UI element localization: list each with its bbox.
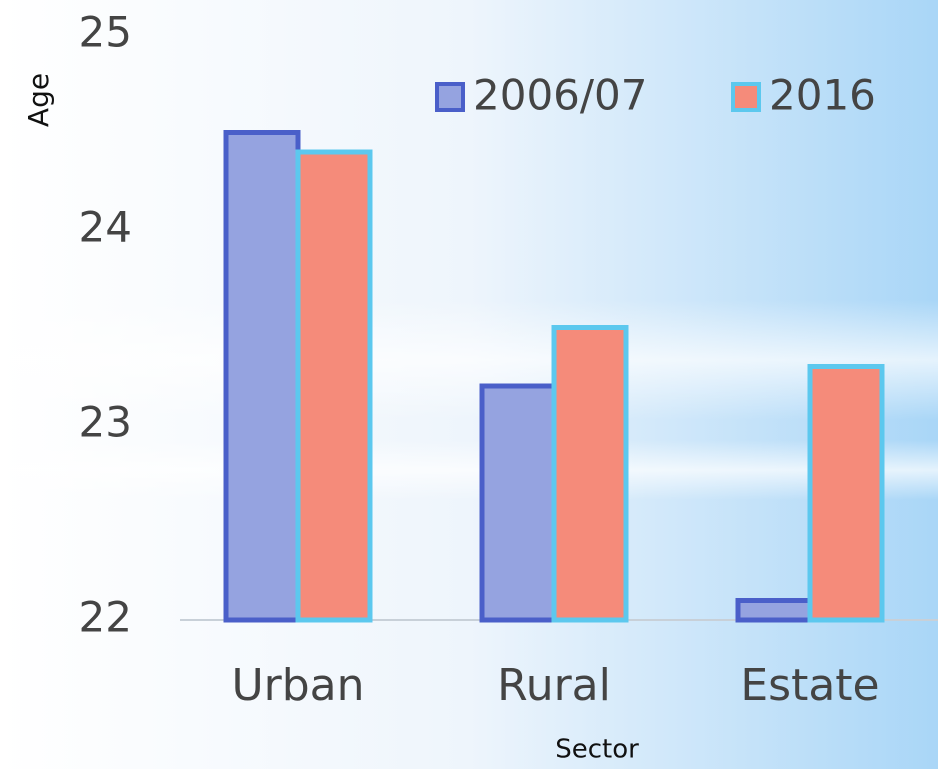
x-tick-label: Urban — [231, 660, 364, 711]
x-tick-label: Rural — [497, 660, 611, 711]
y-tick-label: 25 — [79, 8, 132, 57]
y-tick-label: 23 — [79, 398, 132, 447]
x-axis-title: Sector — [555, 735, 639, 765]
background-streak — [0, 300, 938, 420]
y-tick-label: 22 — [79, 593, 132, 642]
y-axis-title: Age — [22, 73, 55, 127]
bar — [223, 130, 301, 623]
bar — [479, 383, 557, 623]
legend-label: 2016 — [769, 71, 876, 120]
bar — [735, 598, 813, 623]
bar — [807, 364, 885, 623]
bar — [295, 149, 373, 623]
x-tick-label: Estate — [740, 660, 879, 711]
legend-label: 2006/07 — [473, 71, 647, 120]
legend-swatch — [731, 82, 761, 112]
background-streak — [0, 440, 938, 500]
bar — [551, 325, 629, 623]
y-tick-label: 24 — [79, 203, 132, 252]
legend-swatch — [435, 82, 465, 112]
